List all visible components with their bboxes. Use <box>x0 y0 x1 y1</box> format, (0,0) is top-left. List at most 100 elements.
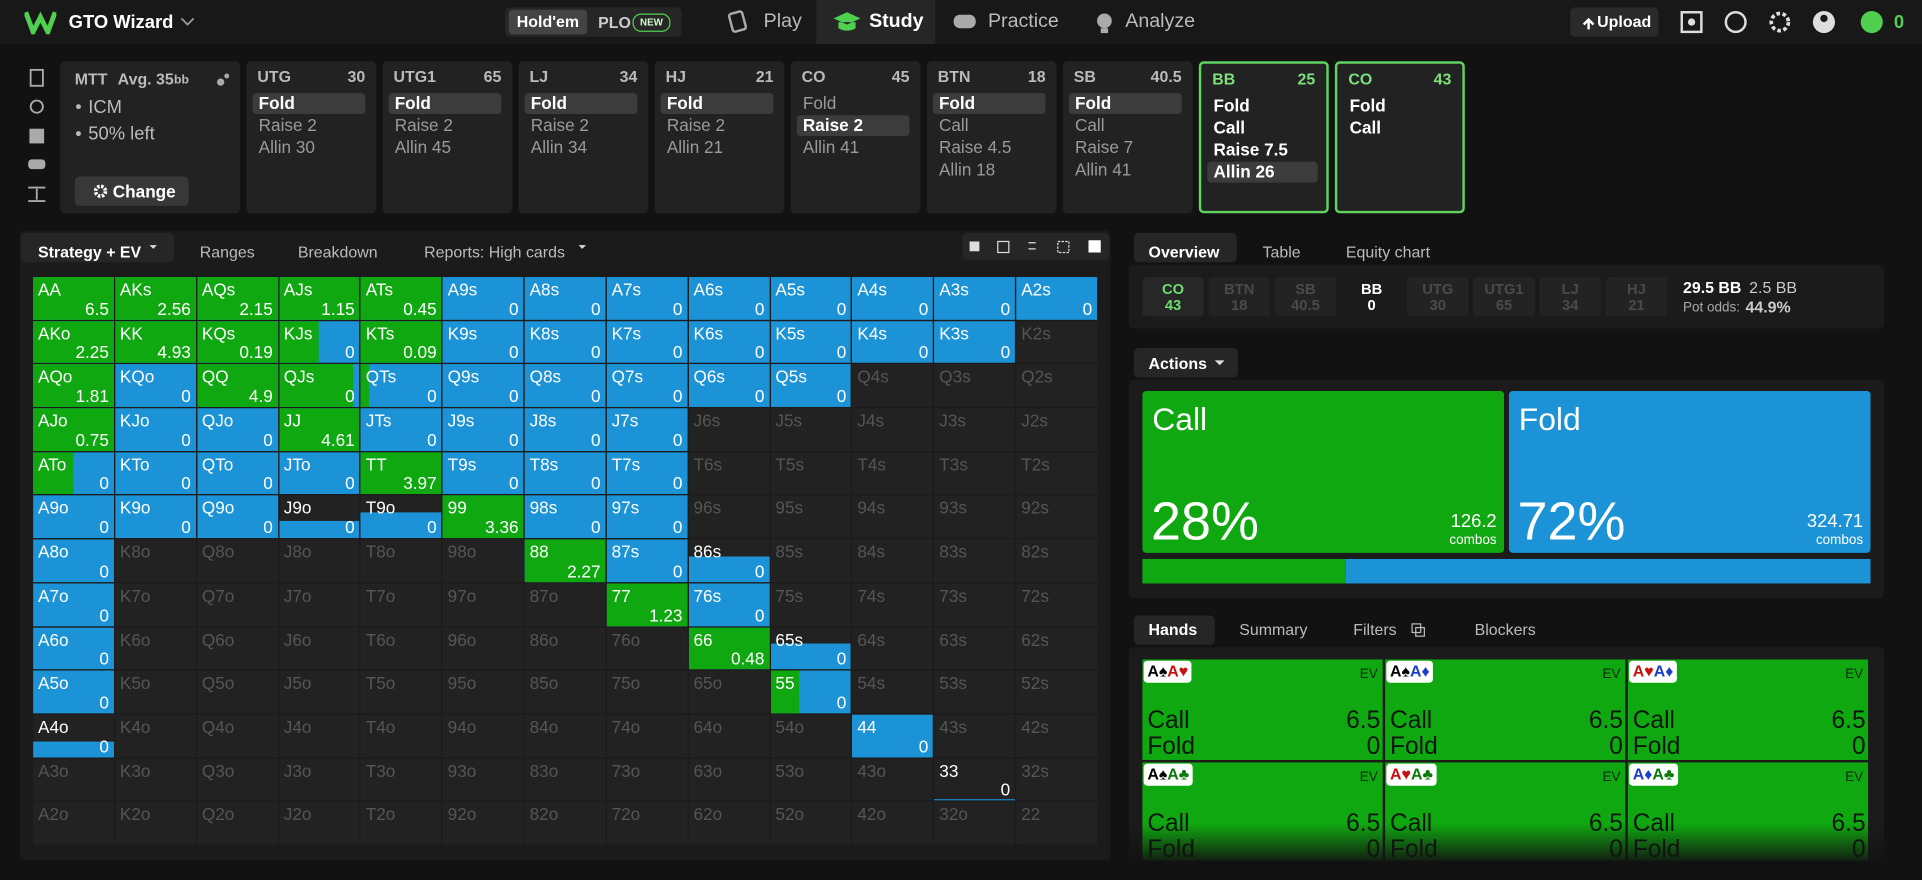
hand-cell[interactable]: Q2o <box>196 802 278 845</box>
hand-cell[interactable]: KQs 0.19 <box>196 320 278 364</box>
hand-cell[interactable]: 43s <box>934 714 1016 758</box>
hand-cell[interactable]: 62o <box>688 802 770 845</box>
action-option[interactable]: Fold <box>932 93 1046 114</box>
action-option[interactable]: Raise 7.5 <box>1213 139 1288 160</box>
hand-cell[interactable]: A8o 0 <box>33 539 114 583</box>
hand-cell[interactable]: Q8o <box>196 539 278 583</box>
action-option[interactable]: Fold <box>802 93 837 113</box>
hand-cell[interactable]: T3o <box>360 758 442 801</box>
hand-cell[interactable]: Q9s 0 <box>442 364 524 408</box>
hand-cell[interactable]: Q5o <box>196 670 278 714</box>
hand-cell[interactable]: KQo 0 <box>115 364 196 408</box>
action-option[interactable]: Allin 30 <box>258 137 315 157</box>
hand-cell[interactable]: Q3o <box>196 758 278 801</box>
spot-settings-icon[interactable] <box>215 71 232 88</box>
hand-cell[interactable]: J3s <box>934 408 1016 451</box>
action-option[interactable]: Call <box>1075 115 1105 135</box>
hand-cell[interactable]: 97s 0 <box>606 495 688 539</box>
seat-box[interactable]: BB 0 <box>1341 277 1402 316</box>
hand-cell[interactable]: T4o <box>360 714 442 758</box>
hand-cell[interactable]: A5s 0 <box>770 277 852 320</box>
hand-cell[interactable]: J2s <box>1016 408 1098 451</box>
hand-cell[interactable]: 72o <box>606 802 688 845</box>
hand-cell[interactable]: Q3s <box>934 364 1016 408</box>
hand-cell[interactable]: JTo 0 <box>278 452 360 495</box>
hand-cell[interactable]: 92o <box>442 802 524 845</box>
action-option[interactable]: Allin 45 <box>394 137 451 157</box>
action-option[interactable]: Fold <box>660 93 774 114</box>
nav-tab[interactable]: Analyze <box>1125 11 1196 32</box>
hand-cell[interactable]: JTs 0 <box>360 408 442 451</box>
position-panel[interactable]: BTN 18 Fold Call Raise 4.5 Allin 18 <box>926 61 1057 214</box>
seat-box[interactable]: UTG 30 <box>1407 277 1469 317</box>
hand-cell[interactable]: K5s 0 <box>770 320 852 364</box>
hand-cell[interactable]: ATo 0 <box>33 452 114 495</box>
seat-box[interactable]: LJ 34 <box>1539 277 1601 317</box>
hand-cell[interactable]: Q7o <box>196 583 278 626</box>
hand-cell[interactable]: KTs 0.09 <box>360 320 442 364</box>
view-icons[interactable] <box>966 238 1108 255</box>
action-option[interactable]: Call <box>1213 117 1245 138</box>
hand-cell[interactable]: JJ 4.61 <box>278 408 360 451</box>
hand-cell[interactable]: K8o <box>115 539 196 583</box>
game-plo[interactable]: PLO <box>598 13 631 32</box>
hand-cell[interactable]: K5o <box>115 670 196 714</box>
hand-cell[interactable]: AJo 0.75 <box>33 408 114 451</box>
action-option[interactable]: Raise 2 <box>258 115 317 135</box>
hand-cell[interactable]: K8s 0 <box>524 320 606 364</box>
action-option[interactable]: Raise 7 <box>1075 137 1134 157</box>
action-option[interactable]: Fold <box>388 93 502 114</box>
hand-cell[interactable]: K4s 0 <box>852 320 934 364</box>
seat-box[interactable]: SB 40.5 <box>1274 277 1337 317</box>
hand-cell[interactable]: ATs 0.45 <box>360 277 442 320</box>
hand-cell[interactable]: A6s 0 <box>688 277 770 320</box>
view-buttons[interactable] <box>962 232 1110 260</box>
hand-cell[interactable]: T5s <box>770 452 852 495</box>
hand-cell[interactable]: Q6o <box>196 627 278 670</box>
hand-cell[interactable]: K9s 0 <box>442 320 524 364</box>
action-option[interactable]: Fold <box>524 93 638 114</box>
hand-cell[interactable]: 75s <box>770 583 852 626</box>
hand-cell[interactable]: AQs 2.15 <box>196 277 278 320</box>
hand-cell[interactable]: KTo 0 <box>115 452 196 495</box>
action-box[interactable]: Fold 72% 324.71 combos <box>1508 391 1871 553</box>
hand-cell[interactable]: J5o <box>278 670 360 714</box>
hand-cell[interactable]: A5o 0 <box>33 670 114 714</box>
hand-cell[interactable]: 54s <box>852 670 934 714</box>
hand-cell[interactable]: K2s <box>1016 320 1098 364</box>
hand-cell[interactable]: 65s 0 <box>770 627 852 670</box>
hand-cell[interactable]: 54o <box>770 714 852 758</box>
hand-cell[interactable]: K4o <box>115 714 196 758</box>
hand-cell[interactable]: AJs 1.15 <box>278 277 360 320</box>
hand-cell[interactable]: 64s <box>852 627 934 670</box>
position-panel[interactable]: CO 45 Fold Raise 2 Allin 41 <box>790 61 921 214</box>
action-option[interactable]: Fold <box>252 93 366 114</box>
hand-cell[interactable]: Q2s <box>1016 364 1098 408</box>
nav-tab[interactable]: Play <box>763 11 802 32</box>
hand-cell[interactable]: 85s <box>770 539 852 583</box>
hands-tab[interactable]: Hands <box>1148 620 1198 639</box>
hand-cell[interactable]: 42o <box>852 802 934 845</box>
hand-cell[interactable]: 73o <box>606 758 688 801</box>
seat-box[interactable]: CO 43 <box>1142 277 1204 317</box>
hand-cell[interactable]: 84o <box>524 714 606 758</box>
seat-box[interactable]: HJ 21 <box>1605 277 1668 317</box>
position-panel[interactable]: UTG1 65 Fold Raise 2 Allin 45 <box>382 61 513 214</box>
hand-cell[interactable]: 42s <box>1016 714 1098 758</box>
hand-cell[interactable]: T2s <box>1016 452 1098 495</box>
strategy-tab[interactable]: Strategy + EV <box>37 242 142 262</box>
hand-cell[interactable]: K7o <box>115 583 196 626</box>
hand-cell[interactable]: 53s <box>934 670 1016 714</box>
hand-cell[interactable]: 97o <box>442 583 524 626</box>
hand-cell[interactable]: 94s <box>852 495 934 539</box>
hand-cell[interactable]: K3o <box>115 758 196 801</box>
hand-cell[interactable]: 55 0 <box>770 670 852 714</box>
hand-cell[interactable]: 64o <box>688 714 770 758</box>
hand-cell[interactable]: T2o <box>360 802 442 845</box>
hand-cell[interactable]: 99 3.36 <box>442 495 524 539</box>
hand-cell[interactable]: A7s 0 <box>606 277 688 320</box>
hand-cell[interactable]: T3s <box>934 452 1016 495</box>
hand-cell[interactable]: KJo 0 <box>115 408 196 451</box>
hand-cell[interactable]: 43o <box>852 758 934 801</box>
hand-cell[interactable]: J4s <box>852 408 934 451</box>
